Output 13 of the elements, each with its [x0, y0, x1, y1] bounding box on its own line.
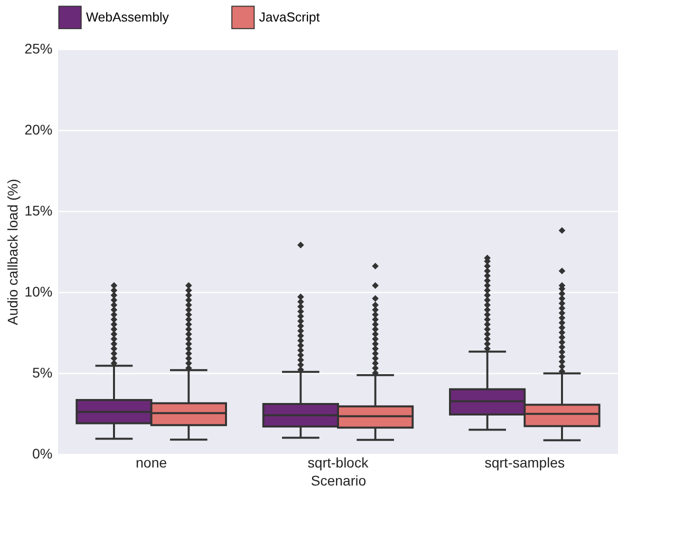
y-axis-title: Audio callback load (%)	[4, 178, 20, 326]
y-tick-label: 5%	[32, 364, 52, 380]
x-tick-label: sqrt-samples	[484, 454, 565, 470]
x-tick-label: sqrt-block	[308, 454, 370, 470]
y-tick-label: 25%	[24, 40, 52, 56]
y-tick-label: 10%	[24, 284, 52, 300]
y-tick-label: 20%	[24, 122, 52, 138]
x-tick-label: none	[136, 454, 168, 470]
legend-label: JavaScript	[259, 9, 320, 24]
legend-label: WebAssembly	[86, 9, 170, 24]
x-axis-title: Scenario	[310, 472, 366, 488]
y-tick-label: 15%	[24, 202, 52, 218]
y-tick-label: 0%	[32, 446, 52, 462]
